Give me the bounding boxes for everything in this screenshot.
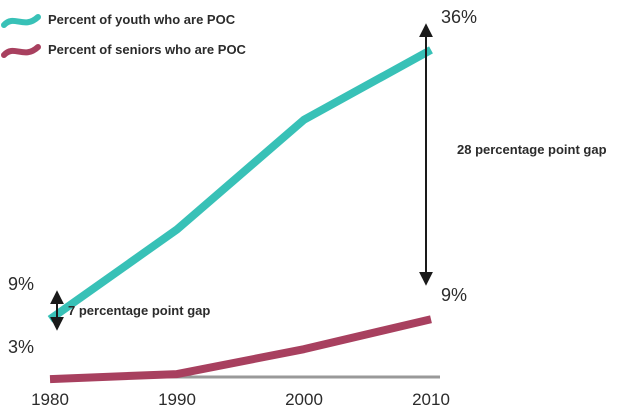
legend-label-seniors: Percent of seniors who are POC	[48, 42, 247, 57]
x-tick-label: 2010	[412, 390, 450, 409]
x-tick-label: 1990	[158, 390, 196, 409]
x-tick-label: 1980	[31, 390, 69, 409]
value-label-seniors-start: 3%	[8, 337, 34, 357]
value-label-youth-end: 36%	[441, 7, 477, 27]
legend-label-youth: Percent of youth who are POC	[48, 12, 236, 27]
end-gap-annotation: 28 percentage point gap	[457, 142, 607, 157]
x-tick-label: 2000	[285, 390, 323, 409]
series-line-youth	[47, 46, 433, 323]
value-label-seniors-end: 9%	[441, 285, 467, 305]
legend-swatch-seniors	[1, 44, 41, 58]
start-gap-annotation: 7 percentage point gap	[68, 303, 210, 318]
value-label-youth-start: 9%	[8, 274, 34, 294]
series-line-seniors	[49, 315, 432, 384]
legend-swatch-youth	[1, 14, 41, 28]
x-axis-ticks: 1980 1990 2000 2010	[31, 390, 450, 409]
legend: Percent of youth who are POC Percent of …	[1, 12, 247, 58]
